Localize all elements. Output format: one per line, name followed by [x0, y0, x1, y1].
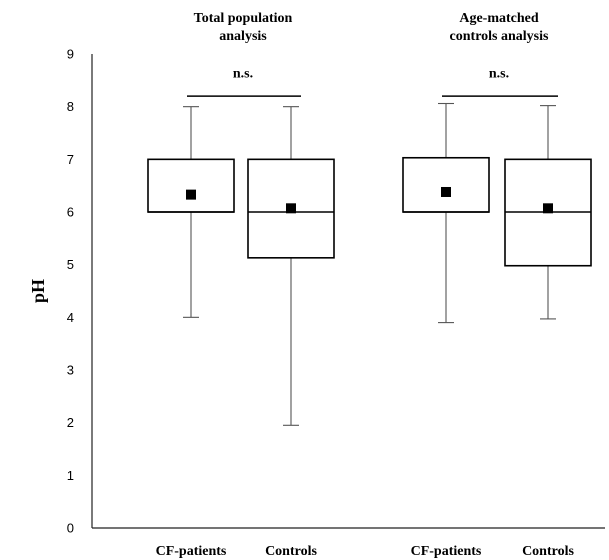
significance-label-1: n.s.	[233, 67, 253, 82]
y-tick-label-1: 1	[67, 468, 74, 483]
mean-marker-1-1	[186, 189, 196, 200]
mean-marker-1-2	[286, 203, 296, 214]
y-tick-label-4: 4	[67, 310, 74, 325]
mean-marker-2-1	[441, 186, 451, 197]
box-1-1	[147, 158, 235, 213]
panel-title-2: Age-matched controls analysis	[450, 11, 549, 44]
y-tick-label-2: 2	[67, 415, 74, 430]
significance-label-2: n.s.	[489, 67, 509, 82]
chart-labels: pH Total population analysis n.s. CF-patient…	[28, 11, 574, 559]
mean-marker-2-2	[543, 203, 553, 214]
y-axis-title: pH	[28, 279, 48, 303]
y-tick-label-6: 6	[67, 205, 74, 220]
category-label-1-2: Controls	[265, 544, 317, 559]
y-tick-label-3: 3	[67, 363, 74, 378]
panel-title-line-1-2: analysis	[219, 29, 267, 44]
y-tick-label-7: 7	[67, 152, 74, 167]
category-label-1-1: CF-patients	[156, 544, 227, 559]
panel-title-line-2-1: Age-matched	[459, 11, 539, 26]
category-label-2-2: Controls	[522, 544, 574, 559]
y-tick-label-0: 0	[67, 521, 74, 536]
y-tick-label-5: 5	[67, 257, 74, 272]
panel-title-1: Total population analysis	[194, 11, 293, 44]
box-2-1	[402, 156, 490, 213]
box-plot-series	[147, 102, 592, 426]
y-tick-label-9: 9	[67, 47, 74, 62]
y-tick-label-8: 8	[67, 99, 74, 114]
axes: 0 1 2 3 4 5 6 7 8 9	[67, 47, 605, 536]
panel-title-line-1-1: Total population	[194, 11, 293, 26]
panel-title-line-2-2: controls analysis	[450, 29, 549, 44]
category-label-2-1: CF-patients	[411, 544, 482, 559]
